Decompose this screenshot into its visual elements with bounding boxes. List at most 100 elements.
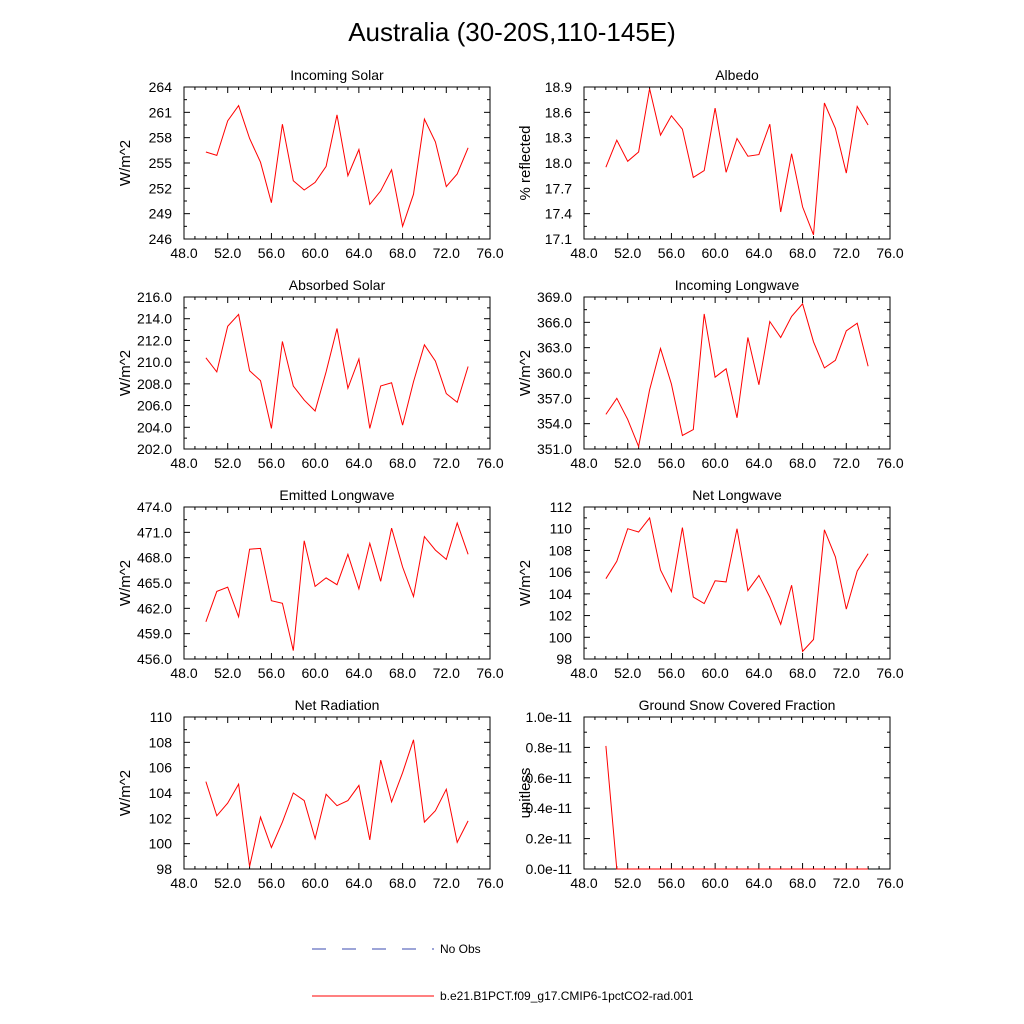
x-tick-label: 52.0: [214, 875, 241, 891]
x-tick-label: 68.0: [789, 665, 816, 681]
panel-title: Albedo: [715, 67, 759, 83]
x-tick-label: 76.0: [476, 455, 503, 471]
y-axis-label: W/m^2: [517, 560, 534, 606]
y-tick-label: 462.0: [137, 600, 172, 616]
x-tick-label: 76.0: [476, 875, 503, 891]
y-tick-label: 0.8e-11: [526, 739, 573, 755]
x-tick-label: 72.0: [833, 455, 860, 471]
panel-net-longwave: Net Longwave W/m^2 48.0 52.0 56.0 60.0 64.0 68.…: [517, 487, 904, 681]
x-tick-label: 72.0: [833, 245, 860, 261]
x-tick-label: 56.0: [658, 245, 685, 261]
y-tick-label: 206.0: [137, 398, 172, 414]
y-tick-label: 104: [149, 785, 173, 801]
panel-emitted-longwave: Emitted Longwave W/m^2 48.0 52.0 56.0 60.0 64.…: [117, 487, 504, 681]
x-tick-label: 48.0: [170, 665, 197, 681]
plot-frame: [183, 86, 491, 240]
y-axis-label: W/m^2: [117, 350, 134, 396]
x-tick-label: 68.0: [389, 875, 416, 891]
y-tick-label: 363.0: [537, 340, 572, 356]
x-tick-label: 48.0: [170, 245, 197, 261]
y-tick-label: 98: [156, 861, 172, 877]
x-tick-label: 56.0: [658, 875, 685, 891]
x-tick-label: 60.0: [302, 455, 329, 471]
x-tick-label: 72.0: [833, 665, 860, 681]
y-tick-label: 459.0: [137, 626, 172, 642]
x-tick-label: 60.0: [702, 245, 729, 261]
x-tick-label: 76.0: [876, 245, 903, 261]
panel-title: Incoming Solar: [290, 67, 384, 83]
y-tick-label: 354.0: [537, 416, 572, 432]
series-line: [205, 104, 469, 229]
x-tick-label: 52.0: [614, 455, 641, 471]
x-tick-label: 76.0: [476, 245, 503, 261]
x-tick-label: 52.0: [614, 875, 641, 891]
x-tick-label: 76.0: [876, 875, 903, 891]
figure-title: Australia (30-20S,110-145E): [348, 17, 676, 47]
y-tick-label: 17.1: [545, 231, 572, 247]
x-tick-label: 76.0: [476, 665, 503, 681]
x-tick-label: 60.0: [702, 665, 729, 681]
panel-net-radiation: Net Radiation W/m^2 48.0 52.0 56.0 60.0 64.0 68…: [117, 697, 504, 891]
y-tick-label: 468.0: [137, 550, 172, 566]
x-tick-label: 48.0: [570, 245, 597, 261]
plot-frame: [183, 296, 491, 450]
y-axis-label: W/m^2: [117, 560, 134, 606]
panel-title: Absorbed Solar: [289, 277, 386, 293]
y-tick-label: 0.4e-11: [526, 800, 573, 816]
y-tick-label: 465.0: [137, 575, 172, 591]
y-tick-label: 249: [149, 206, 173, 222]
x-tick-label: 60.0: [302, 665, 329, 681]
y-tick-label: 102: [549, 608, 573, 624]
x-tick-label: 68.0: [789, 875, 816, 891]
x-tick-label: 64.0: [745, 665, 772, 681]
series-line: [205, 521, 469, 651]
y-tick-label: 0.2e-11: [526, 831, 573, 847]
y-tick-label: 212.0: [137, 332, 172, 348]
legend: No Obs b.e21.B1PCT.f09_g17.CMIP6-1pctCO2…: [312, 942, 694, 1003]
y-tick-label: 100: [149, 836, 173, 852]
y-tick-label: 246: [149, 231, 173, 247]
y-tick-label: 108: [149, 734, 173, 750]
panel-title: Net Radiation: [295, 697, 380, 713]
y-tick-label: 204.0: [137, 419, 172, 435]
y-tick-label: 106: [149, 760, 173, 776]
y-axis-label: W/m^2: [517, 350, 534, 396]
y-tick-label: 106: [549, 564, 573, 580]
x-tick-label: 64.0: [345, 455, 372, 471]
x-tick-label: 68.0: [389, 245, 416, 261]
y-tick-label: 18.0: [545, 155, 572, 171]
panel-title: Emitted Longwave: [279, 487, 394, 503]
x-tick-label: 72.0: [433, 455, 460, 471]
y-tick-label: 112: [550, 499, 573, 515]
y-tick-label: 18.3: [545, 130, 572, 146]
x-tick-label: 56.0: [658, 665, 685, 681]
panel-title: Ground Snow Covered Fraction: [639, 697, 836, 713]
x-tick-label: 52.0: [214, 665, 241, 681]
x-tick-label: 48.0: [170, 875, 197, 891]
y-tick-label: 202.0: [137, 441, 172, 457]
y-axis-label: % reflected: [517, 125, 534, 200]
y-tick-label: 0.0e-11: [526, 861, 573, 877]
panel-albedo: Albedo % reflected 48.0 52.0 56.0 60.0 64.0 68.…: [517, 67, 904, 261]
x-tick-label: 76.0: [876, 455, 903, 471]
panel-incoming-longwave: Incoming Longwave W/m^2 48.0 52.0 56.0 60.0 64…: [517, 277, 904, 471]
y-axis-label: unitless: [517, 768, 534, 819]
x-tick-label: 64.0: [745, 245, 772, 261]
y-tick-label: 0.6e-11: [526, 770, 573, 786]
y-tick-label: 104: [549, 586, 573, 602]
x-tick-label: 68.0: [789, 455, 816, 471]
y-tick-label: 17.7: [545, 180, 572, 196]
x-tick-label: 56.0: [258, 665, 285, 681]
x-tick-label: 48.0: [570, 665, 597, 681]
series-line: [205, 739, 469, 867]
x-tick-label: 64.0: [345, 875, 372, 891]
y-tick-label: 366.0: [537, 314, 572, 330]
x-tick-label: 72.0: [433, 875, 460, 891]
plot-frame: [183, 506, 491, 660]
y-tick-label: 98: [556, 651, 572, 667]
y-tick-label: 252: [149, 180, 173, 196]
y-tick-label: 471.0: [137, 524, 172, 540]
legend-label-no-obs: No Obs: [440, 942, 481, 956]
x-tick-label: 72.0: [833, 875, 860, 891]
x-tick-label: 60.0: [302, 245, 329, 261]
